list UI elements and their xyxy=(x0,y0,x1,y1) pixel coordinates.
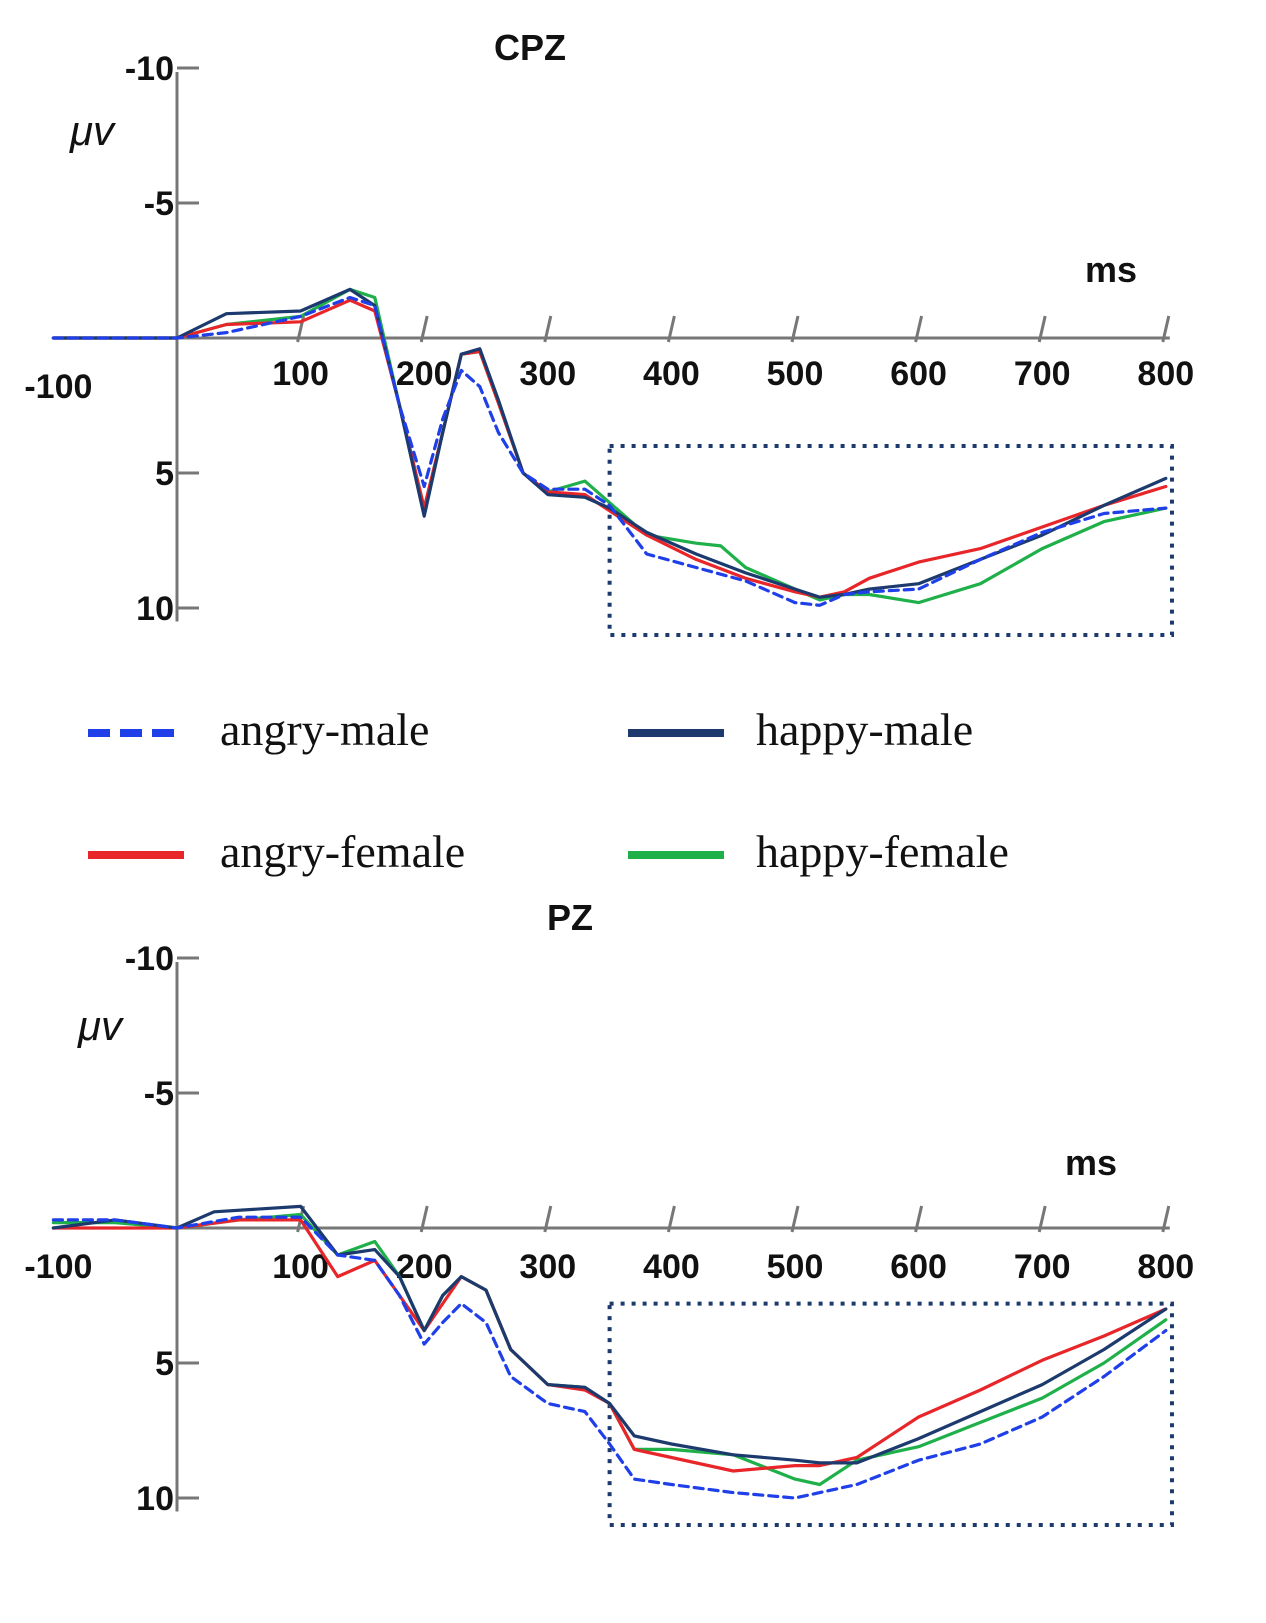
legend-label-angry-male: angry-male xyxy=(220,704,429,755)
highlight-window xyxy=(607,1301,1174,1527)
x-tick-mark xyxy=(1161,1205,1171,1233)
legend-label-happy-male: happy-male xyxy=(756,704,973,755)
y-tick-label: -10 xyxy=(125,50,174,88)
cpz-panel: CPZ μv ms -100 100 200 300 400 500 600 700 800 -10 -5… xyxy=(24,27,1194,637)
x-tick-mark xyxy=(1161,315,1171,343)
y-tick-label: 10 xyxy=(136,1480,174,1518)
y-tick-label: -5 xyxy=(144,185,174,223)
x-tick-label: 100 xyxy=(272,355,329,393)
legend: angry-male happy-male angry-female happy-fe… xyxy=(88,704,1009,877)
x-tick-mark xyxy=(914,315,924,343)
y-tick-label: 5 xyxy=(155,1345,174,1383)
x-tick-mark xyxy=(419,1205,429,1233)
series-line-angry-female xyxy=(51,298,1168,599)
x-tick-label: -100 xyxy=(24,368,92,406)
x-tick-label: 800 xyxy=(1137,1248,1194,1286)
x-tick-label: 500 xyxy=(767,355,824,393)
x-tick-label: 700 xyxy=(1014,355,1071,393)
x-tick-label: 600 xyxy=(890,355,947,393)
x-tick-label: 600 xyxy=(890,1248,947,1286)
chart-title: CPZ xyxy=(494,27,566,68)
series-line-happy-male xyxy=(51,287,1168,599)
x-tick-label: 300 xyxy=(519,355,576,393)
x-tick-mark xyxy=(666,1205,676,1233)
x-axis-label: ms xyxy=(1085,249,1137,290)
highlight-window xyxy=(607,444,1174,637)
y-tick-label: -10 xyxy=(125,940,174,978)
x-tick-label: 500 xyxy=(767,1248,824,1286)
x-tick-label: 800 xyxy=(1137,355,1194,393)
pz-panel: PZ μv ms -100 100 200 300 400 500 600 700 800 -10 -5 5… xyxy=(24,897,1194,1527)
x-tick-label: 300 xyxy=(519,1248,576,1286)
x-tick-label: 100 xyxy=(272,1248,329,1286)
y-axis-label: μv xyxy=(69,107,117,154)
x-tick-mark xyxy=(419,315,429,343)
y-axis-label: μv xyxy=(77,1002,125,1049)
series-line-happy-male xyxy=(51,1204,1168,1465)
series-line-angry-male xyxy=(51,295,1168,607)
legend-label-happy-female: happy-female xyxy=(756,826,1009,877)
series-line-angry-female xyxy=(51,1218,1168,1473)
x-tick-label: 400 xyxy=(643,1248,700,1286)
x-tick-mark xyxy=(790,315,800,343)
x-tick-mark xyxy=(1037,1205,1047,1233)
x-tick-label: 400 xyxy=(643,355,700,393)
x-axis-label: ms xyxy=(1065,1142,1117,1183)
x-tick-mark xyxy=(543,315,553,343)
x-tick-mark xyxy=(666,315,676,343)
x-tick-mark xyxy=(543,1205,553,1233)
y-tick-label: -5 xyxy=(144,1075,174,1113)
x-tick-mark xyxy=(1037,315,1047,343)
y-tick-label: 10 xyxy=(136,590,174,628)
chart-title: PZ xyxy=(547,897,593,938)
x-tick-label: 200 xyxy=(396,1248,453,1286)
x-tick-label: -100 xyxy=(24,1248,92,1286)
x-tick-mark xyxy=(790,1205,800,1233)
x-tick-mark xyxy=(914,1205,924,1233)
legend-label-angry-female: angry-female xyxy=(220,826,465,877)
y-tick-label: 5 xyxy=(155,455,174,493)
x-tick-label: 200 xyxy=(396,355,453,393)
series-line-angry-male xyxy=(51,1215,1168,1500)
x-tick-label: 700 xyxy=(1014,1248,1071,1286)
